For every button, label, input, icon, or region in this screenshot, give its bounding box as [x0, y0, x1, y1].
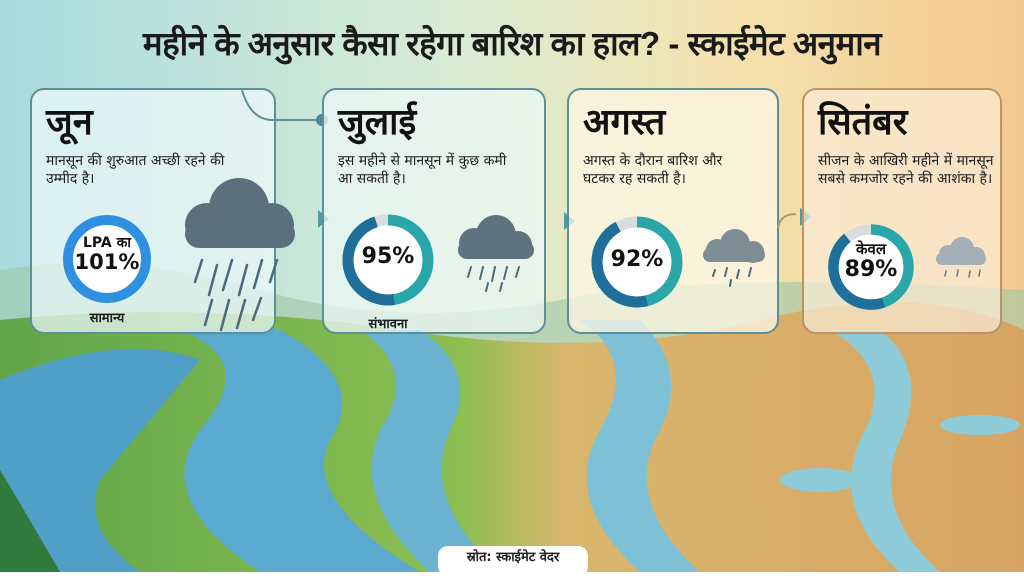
value-percent: 89% — [844, 256, 898, 282]
value-percent: 95% — [361, 244, 415, 269]
month-title: जून — [46, 101, 93, 142]
month-title: सितंबर — [818, 101, 908, 142]
donut-value-arc-shade — [342, 214, 434, 306]
value-caption: सामान्य — [89, 311, 125, 326]
card-september: सितंबर सीजन के आखिरी महीने में मानसून सब… — [802, 88, 1002, 334]
donut-august — [591, 216, 683, 308]
page-title: महीने के अनुसार कैसा रहेगा बारिश का हाल?… — [142, 25, 882, 62]
value-percent: 101% — [74, 249, 140, 274]
card-august: अगस्त अगस्त के दौरान बारिश और घटकर रह सक… — [567, 88, 779, 334]
card-june: जून मानसून की शुरुआत अच्छी रहने की उम्मी… — [30, 88, 295, 334]
value-caption: संभावना — [368, 317, 408, 332]
donut-july — [342, 214, 434, 306]
donut-value-arc-shade — [828, 224, 914, 310]
value-prefix: केवल — [855, 240, 887, 258]
donut-september — [828, 224, 914, 310]
month-description: सीजन के आखिरी महीने में मानसून सबसे कमजो… — [818, 153, 994, 187]
drizzle-cloud-icon — [936, 237, 986, 278]
month-description: अगस्त के दौरान बारिश और घटकर रह सकती है। — [583, 153, 723, 187]
month-title: जुलाई — [338, 101, 417, 142]
card-july: जुलाई इस महीने से मानसून में कुछ कमी आ स… — [322, 88, 546, 334]
connector-line — [241, 89, 328, 126]
donut-value-arc-shade — [591, 216, 683, 308]
light-rain-cloud-icon — [703, 229, 765, 287]
donut-june — [63, 215, 151, 303]
month-description: इस महीने से मानसून में कुछ कमी आ सकती है… — [338, 153, 507, 187]
heavy-rain-cloud-icon — [185, 178, 295, 332]
connector-line — [777, 213, 797, 229]
value-prefix: LPA का — [83, 235, 131, 251]
month-title: अगस्त — [583, 101, 666, 142]
source-label: स्रोत: स्काईमेट वेदर — [438, 546, 588, 576]
month-description: मानसून की शुरुआत अच्छी रहने की उम्मीद है… — [46, 153, 225, 187]
value-percent: 92% — [610, 247, 664, 272]
rain-cloud-icon — [458, 215, 534, 292]
